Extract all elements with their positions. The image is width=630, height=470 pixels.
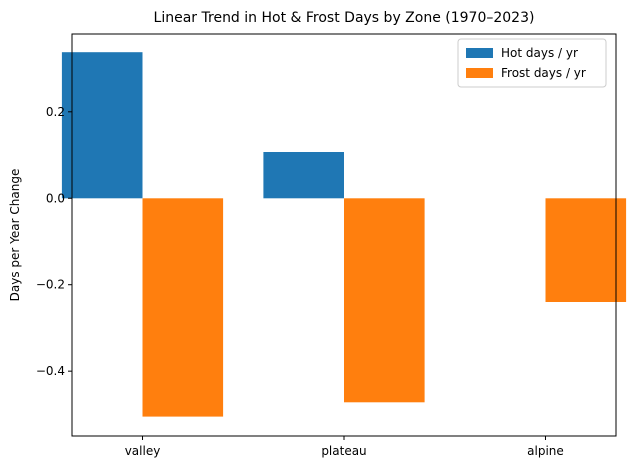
bar-frost-alpine: [545, 198, 627, 302]
bar-frost-plateau: [344, 198, 425, 403]
legend-swatch: [466, 68, 493, 78]
legend-box: [457, 38, 607, 88]
bars-layer: [61, 52, 627, 417]
bar-hot-plateau: [263, 152, 344, 199]
axes-layer: −0.4 −0.2 0.0 0.2 valley plateau alpine: [36, 33, 617, 458]
y-tick-label: −0.4: [36, 364, 65, 378]
y-tick-label: 0.0: [46, 191, 65, 205]
bar-frost-valley: [142, 198, 224, 417]
chart-title: Linear Trend in Hot & Frost Days by Zone…: [154, 10, 535, 26]
legend-swatch: [466, 48, 493, 58]
x-tick-label-plateau: plateau: [321, 444, 366, 458]
x-tick-label-valley: valley: [125, 444, 161, 458]
y-axis-title: Days per Year Change: [8, 169, 22, 302]
x-tick-label-alpine: alpine: [527, 444, 564, 458]
bar-hot-valley: [61, 52, 143, 199]
y-tick-label: 0.2: [46, 105, 65, 119]
y-tick-label: −0.2: [36, 278, 65, 292]
legend-label: Hot days / yr: [501, 46, 578, 60]
legend: Hot days / yr Frost days / yr: [457, 38, 607, 88]
legend-label: Frost days / yr: [501, 66, 586, 80]
